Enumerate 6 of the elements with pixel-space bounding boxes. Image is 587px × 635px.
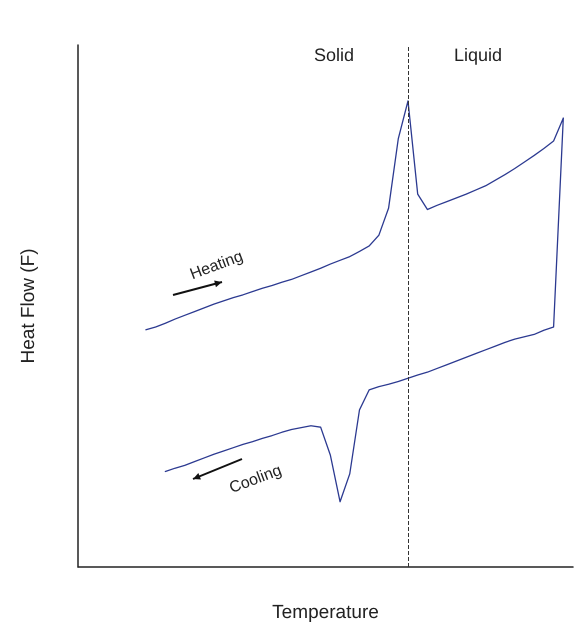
text: Liquid <box>454 45 502 65</box>
y-axis-title: Heat Flow (F) <box>18 248 39 364</box>
text: Heating <box>188 248 246 284</box>
text: Solid <box>314 45 354 65</box>
text: Cooling <box>227 462 284 497</box>
x-axis-title: Temperature <box>272 602 379 623</box>
